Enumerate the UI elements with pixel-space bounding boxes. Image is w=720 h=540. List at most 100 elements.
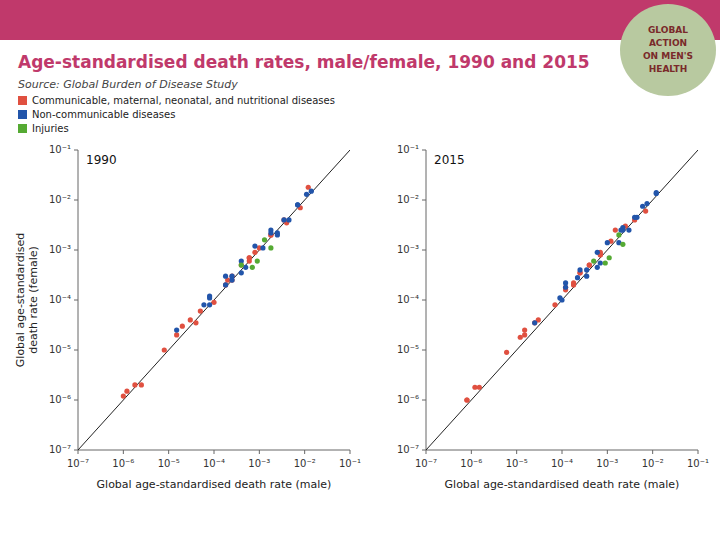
x-tick — [652, 450, 653, 454]
logo-badge — [620, 4, 716, 96]
identity-line — [78, 150, 350, 450]
panel-label: 2015 — [434, 153, 465, 167]
scatter-point — [587, 262, 592, 267]
scatter-point — [188, 317, 193, 322]
scatter-point — [132, 382, 137, 387]
x-tick — [78, 450, 79, 454]
background — [0, 0, 720, 540]
y-tick-label: 10⁻³ — [397, 244, 419, 255]
scatter-point — [255, 258, 260, 263]
logo-text: HEALTH — [649, 64, 688, 74]
scatter-point — [603, 260, 608, 265]
x-tick — [562, 450, 563, 454]
y-tick-label: 10⁻⁷ — [49, 444, 71, 455]
scatter-point — [252, 250, 257, 255]
x-tick-label: 10⁻² — [642, 458, 664, 469]
y-tick — [422, 400, 426, 401]
y-tick — [422, 150, 426, 151]
scatter-point — [247, 255, 252, 260]
scatter-point — [162, 347, 167, 352]
y-tick — [422, 300, 426, 301]
scatter-point — [304, 192, 309, 197]
y-tick-label: 10⁻³ — [49, 244, 71, 255]
x-tick-label: 10⁻⁵ — [506, 458, 528, 469]
legend-label: Non-communicable diseases — [32, 109, 175, 120]
scatter-point — [563, 285, 568, 290]
legend-label: Communicable, maternal, neonatal, and nu… — [32, 95, 335, 106]
x-axis-label: Global age-standardised death rate (male… — [445, 478, 680, 491]
x-tick-label: 10⁻² — [294, 458, 316, 469]
series — [532, 190, 659, 325]
y-axis-label-line: death rate (female) — [27, 246, 40, 354]
x-tick — [304, 450, 305, 454]
scatter-point — [640, 204, 645, 209]
y-tick — [422, 450, 426, 451]
series — [174, 189, 314, 333]
scatter-point — [577, 267, 582, 272]
y-tick-label: 10⁻² — [49, 194, 71, 205]
logo-text: ON MEN'S — [643, 51, 693, 61]
scatter-point — [584, 274, 589, 279]
scatter-point — [605, 240, 610, 245]
scatter-point — [532, 320, 537, 325]
scatter-point — [174, 332, 179, 337]
x-tick — [607, 450, 608, 454]
y-tick — [74, 300, 78, 301]
y-tick-label: 10⁻⁵ — [49, 344, 71, 355]
scatter-point — [207, 295, 212, 300]
series — [239, 237, 274, 270]
scatter-point — [613, 228, 618, 233]
x-tick-label: 10⁻⁵ — [158, 458, 180, 469]
y-tick — [74, 350, 78, 351]
scatter-point — [211, 300, 216, 305]
scatter-point — [620, 242, 625, 247]
scatter-point — [268, 230, 273, 235]
x-tick — [516, 450, 517, 454]
y-tick — [74, 400, 78, 401]
identity-line — [426, 150, 698, 450]
logo-text: GLOBAL — [648, 25, 688, 35]
y-tick — [422, 200, 426, 201]
legend: Communicable, maternal, neonatal, and nu… — [18, 95, 335, 134]
legend-label: Injuries — [32, 123, 69, 134]
scatter-point — [571, 282, 576, 287]
scatter-point — [275, 230, 280, 235]
series — [464, 208, 648, 402]
x-axis-label: Global age-standardised death rate (male… — [97, 478, 332, 491]
y-tick-label: 10⁻⁴ — [397, 294, 419, 305]
plot-area — [78, 150, 350, 450]
scatter-point — [252, 243, 257, 248]
x-tick-label: 10⁻⁷ — [67, 458, 89, 469]
scatter-point — [180, 324, 185, 329]
panel: 10⁻⁷10⁻⁶10⁻⁵10⁻⁴10⁻³10⁻²10⁻¹10⁻⁷10⁻⁶10⁻⁵… — [397, 144, 709, 491]
y-tick — [74, 150, 78, 151]
x-tick — [426, 450, 427, 454]
y-tick-label: 10⁻⁴ — [49, 294, 71, 305]
scatter-point — [247, 255, 252, 260]
scatter-point — [522, 332, 527, 337]
scatter-point — [532, 320, 537, 325]
y-axis-label: Global age-standardiseddeath rate (femal… — [14, 233, 40, 367]
scatter-point — [464, 397, 469, 402]
scatter-point — [591, 258, 596, 263]
scatter-point — [207, 302, 212, 307]
scatter-point — [618, 228, 623, 233]
y-tick — [422, 350, 426, 351]
x-tick-label: 10⁻³ — [596, 458, 618, 469]
panel: 10⁻⁷10⁻⁶10⁻⁵10⁻⁴10⁻³10⁻²10⁻¹10⁻⁷10⁻⁶10⁻⁵… — [14, 144, 362, 491]
chart-canvas: Age-standardised death rates, male/femal… — [0, 0, 720, 540]
y-axis-label-line: Global age-standardised — [14, 233, 27, 367]
scatter-point — [584, 267, 589, 272]
y-tick — [74, 250, 78, 251]
scatter-point — [286, 217, 291, 222]
chart-title: Age-standardised death rates, male/femal… — [18, 52, 590, 72]
y-tick — [74, 200, 78, 201]
scatter-point — [260, 245, 265, 250]
scatter-point — [607, 255, 612, 260]
series — [121, 185, 311, 399]
scatter-point — [654, 190, 659, 195]
scatter-point — [250, 265, 255, 270]
logo-text: ACTION — [649, 38, 687, 48]
y-tick — [74, 450, 78, 451]
x-tick — [259, 450, 260, 454]
